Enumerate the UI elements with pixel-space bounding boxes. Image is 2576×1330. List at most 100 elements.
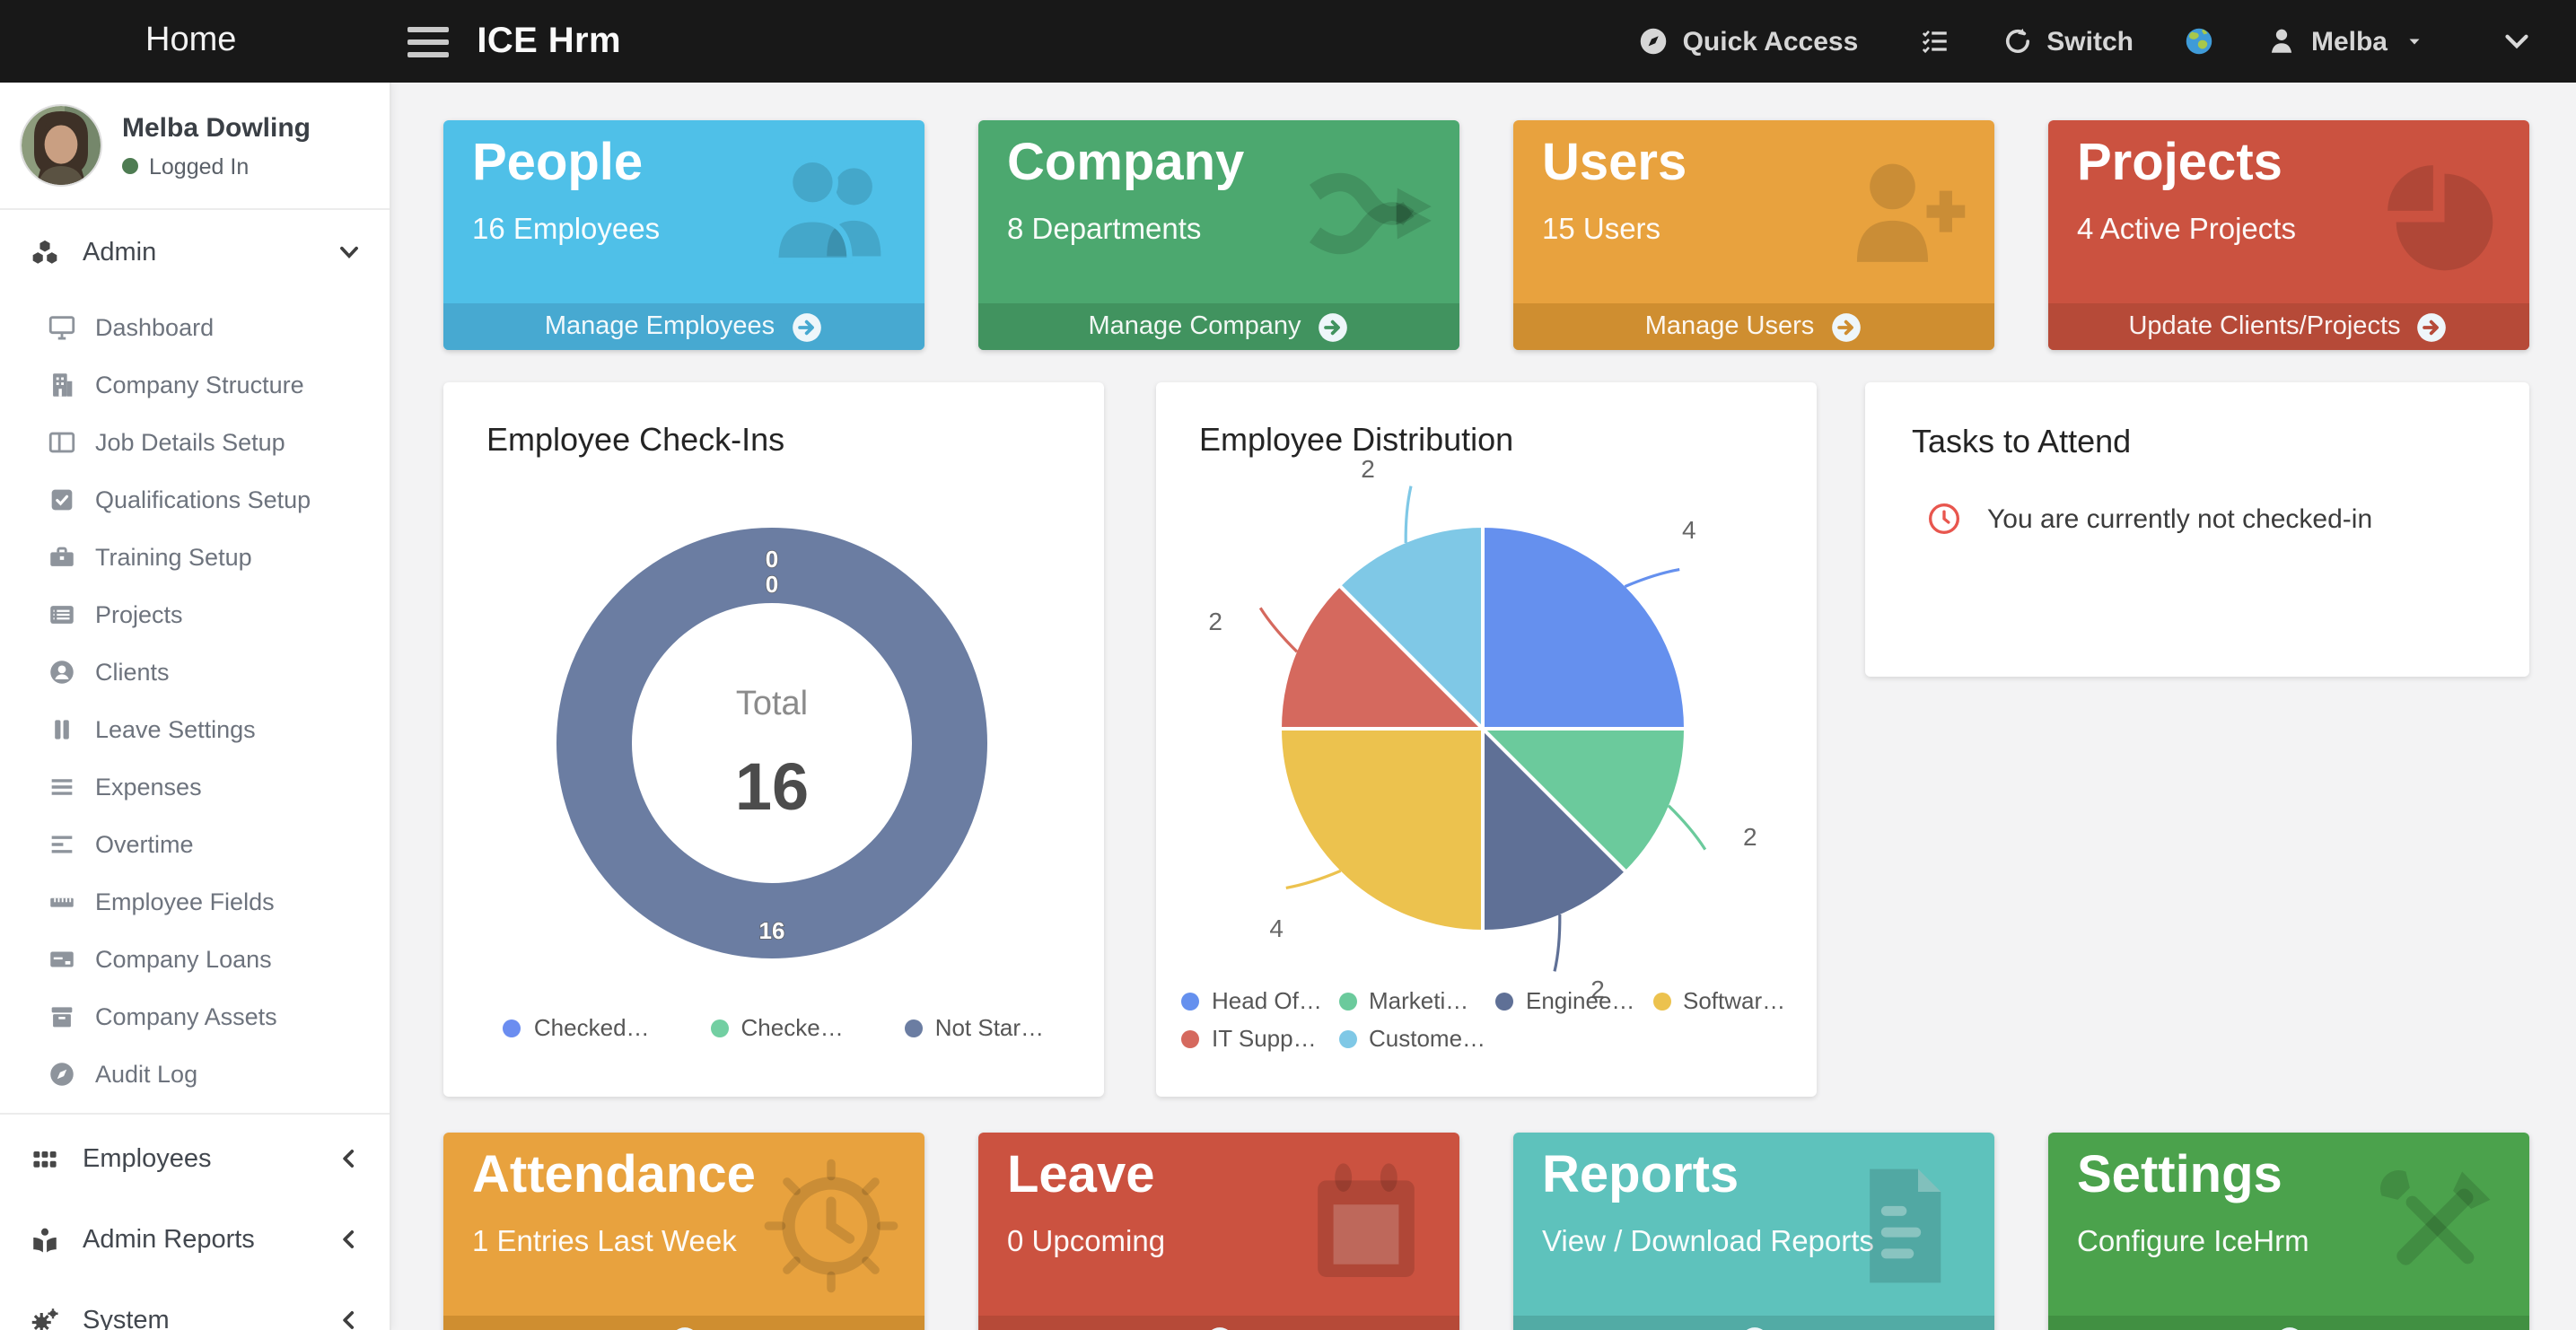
sidebar-item-dashboard[interactable]: Dashboard — [0, 298, 390, 355]
legend-label: Head Of… — [1212, 987, 1322, 1014]
stat-card-subtitle: 8 Departments — [1007, 214, 1202, 246]
hamburger-menu-icon[interactable] — [407, 26, 449, 57]
chevron-down-icon[interactable] — [2501, 25, 2533, 57]
nav-home-link[interactable]: Home — [145, 22, 237, 59]
stat-card-leave[interactable]: Leave 0 Upcoming — [978, 1133, 1459, 1330]
legend-dot — [1181, 1029, 1199, 1047]
list-icon — [47, 599, 77, 629]
checkins-donut-chart[interactable]: 0 0 16 Total 16 — [443, 382, 1104, 1097]
sidebar-item-expenses[interactable]: Expenses — [0, 757, 390, 815]
grid-icon — [29, 1142, 61, 1175]
stat-card-title: People — [472, 135, 644, 192]
sidebar-item-label: Company Loans — [95, 945, 272, 972]
checkins-chart-title: Employee Check-Ins — [486, 422, 785, 458]
stat-card-projects[interactable]: Projects 4 Active Projects Update Client… — [2048, 120, 2529, 350]
quick-access-label: Quick Access — [1682, 26, 1859, 57]
profile-block[interactable]: Melba Dowling Logged In — [0, 83, 390, 210]
stat-card-subtitle: 1 Entries Last Week — [472, 1226, 737, 1258]
legend-dot — [1181, 992, 1199, 1010]
legend-item-it-supp[interactable]: IT Supp… — [1181, 1019, 1338, 1057]
sidebar-item-label: Employee Fields — [95, 888, 275, 914]
globe-icon[interactable] — [2184, 25, 2216, 57]
top-navbar: Home ICE Hrm Quick Access Switch Melba — [0, 0, 2576, 83]
sidebar-item-company-structure[interactable]: Company Structure — [0, 355, 390, 413]
sidebar-item-company-assets[interactable]: Company Assets — [0, 987, 390, 1045]
distribution-pie-chart[interactable]: 4 2 2 4 2 2 — [1156, 382, 1817, 1097]
arrow-circle-icon — [2415, 310, 2449, 344]
pie-slice-softwar[interactable] — [1277, 727, 1485, 934]
shuffle-icon — [1298, 145, 1434, 282]
sidebar-item-label: Clients — [95, 658, 170, 685]
tasks-card: Tasks to Attend You are currently not ch… — [1865, 382, 2529, 677]
legend-item-marketi[interactable]: Marketi… — [1338, 982, 1495, 1019]
task-list-icon[interactable] — [1919, 25, 1951, 57]
chevron-left-icon — [337, 1228, 361, 1251]
sidebar-item-qualifications-setup[interactable]: Qualifications Setup — [0, 470, 390, 528]
user-icon — [2266, 25, 2299, 57]
stat-card-action[interactable] — [443, 1316, 924, 1330]
action-manage-company[interactable]: Manage Company — [978, 303, 1459, 350]
legend-item-head-of[interactable]: Head Of… — [1181, 982, 1338, 1019]
legend-item-enginee[interactable]: Enginee… — [1495, 982, 1652, 1019]
columns-icon — [47, 426, 77, 457]
stat-card-action-label: Update Clients/Projects — [2128, 312, 2401, 341]
stat-card-users[interactable]: Users 15 Users Manage Users — [1513, 120, 1994, 350]
pie-label-leader — [1258, 607, 1299, 653]
stat-card-company[interactable]: Company 8 Departments Manage Company — [978, 120, 1459, 350]
donut-datalabel: 0 — [766, 571, 778, 598]
gears-icon — [29, 1304, 61, 1330]
action-update-clients-projects[interactable]: Update Clients/Projects — [2048, 303, 2529, 350]
legend-item-softwar[interactable]: Softwar… — [1652, 982, 1809, 1019]
pie-slice-head-of[interactable] — [1481, 523, 1688, 731]
caret-down-icon — [2400, 31, 2425, 52]
sidebar-item-training-setup[interactable]: Training Setup — [0, 528, 390, 585]
sidebar-item-clients[interactable]: Clients — [0, 643, 390, 700]
pie-label-leader — [1553, 914, 1562, 972]
stat-card-row: People 16 Employees Manage Employees Com… — [443, 120, 2529, 350]
donut-datalabel: 0 — [766, 546, 778, 573]
quick-access-button[interactable]: Quick Access — [1638, 25, 1859, 57]
sidebar-item-projects[interactable]: Projects — [0, 585, 390, 643]
user-label: Melba — [2310, 26, 2388, 57]
legend-item-not-star[interactable]: Not Star… — [904, 1014, 1044, 1041]
sidebar-item-audit-log[interactable]: Audit Log — [0, 1045, 390, 1102]
checkins-card: Employee Check-Ins 0 0 16 Total 16 Check… — [443, 382, 1104, 1097]
stat-card-action[interactable] — [2048, 1316, 2529, 1330]
sidebar-item-job-details-setup[interactable]: Job Details Setup — [0, 413, 390, 470]
bottom-card-row: Attendance 1 Entries Last Week Leave 0 U… — [443, 1133, 2529, 1330]
sidebar-section-employees[interactable]: Employees — [0, 1118, 390, 1199]
sidebar-item-label: Job Details Setup — [95, 428, 285, 455]
legend-item-custome[interactable]: Custome… — [1338, 1019, 1495, 1057]
brand-title[interactable]: ICE Hrm — [477, 21, 621, 60]
tasks-card-title: Tasks to Attend — [1912, 424, 2132, 459]
donut-center-label: Total — [736, 685, 808, 722]
pause-icon — [47, 713, 77, 744]
sidebar-section-system[interactable]: System — [0, 1280, 390, 1330]
admin-menu: Dashboard Company Structure Job Details … — [0, 294, 390, 1106]
stat-card-people[interactable]: People 16 Employees Manage Employees — [443, 120, 924, 350]
stat-card-title: Settings — [2077, 1147, 2282, 1204]
people-icon — [763, 145, 899, 282]
legend-item-checked[interactable]: Checked… — [503, 1014, 650, 1041]
sidebar-item-leave-settings[interactable]: Leave Settings — [0, 700, 390, 757]
sidebar-item-company-loans[interactable]: Company Loans — [0, 930, 390, 987]
sidebar-section-admin-reports[interactable]: Admin Reports — [0, 1199, 390, 1280]
action-manage-employees[interactable]: Manage Employees — [443, 303, 924, 350]
sidebar-section-label: Admin Reports — [83, 1225, 255, 1254]
sidebar-item-employee-fields[interactable]: Employee Fields — [0, 872, 390, 930]
stat-card-settings[interactable]: Settings Configure IceHrm — [2048, 1133, 2529, 1330]
stat-card-attendance[interactable]: Attendance 1 Entries Last Week — [443, 1133, 924, 1330]
dashboard-content: People 16 Employees Manage Employees Com… — [391, 83, 2576, 1330]
stat-card-action[interactable] — [978, 1316, 1459, 1330]
sidebar-item-overtime[interactable]: Overtime — [0, 815, 390, 872]
stat-card-reports[interactable]: Reports View / Download Reports — [1513, 1133, 1994, 1330]
sidebar-section-admin[interactable]: Admin — [0, 210, 390, 294]
legend-dot — [710, 1019, 729, 1037]
stat-card-title: Reports — [1542, 1147, 1739, 1204]
user-menu[interactable]: Melba — [2266, 25, 2425, 57]
legend-item-checke[interactable]: Checke… — [710, 1014, 844, 1041]
switch-button[interactable]: Switch — [2002, 25, 2134, 57]
stat-card-action[interactable] — [1513, 1316, 1994, 1330]
action-manage-users[interactable]: Manage Users — [1513, 303, 1994, 350]
